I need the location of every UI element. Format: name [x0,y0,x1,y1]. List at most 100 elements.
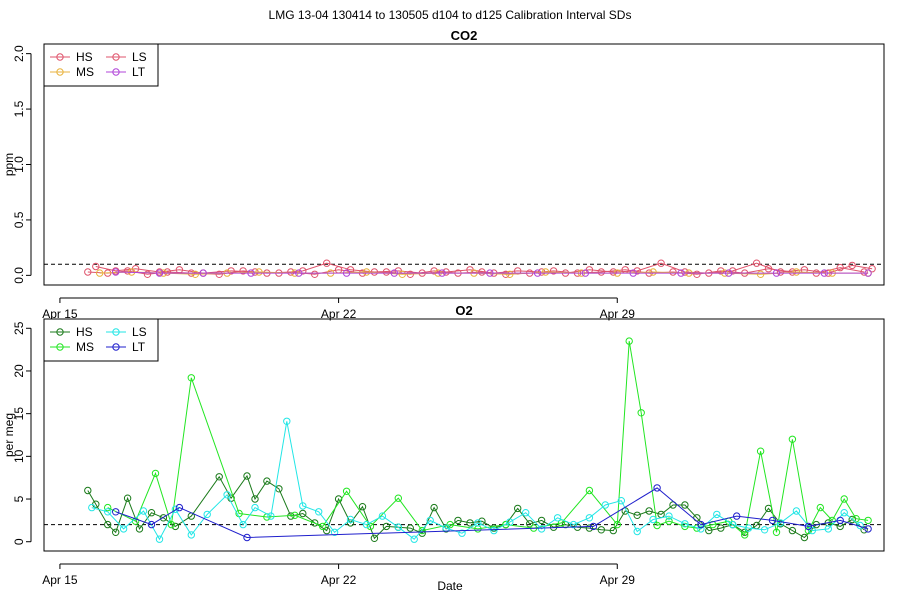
data-point [283,417,291,425]
data-point [267,512,275,520]
data-point [681,520,689,528]
data-point [398,270,406,278]
data-point [135,525,144,533]
data-point [800,533,809,542]
series-line [107,341,869,536]
data-point [733,512,741,520]
x-tick-label: Apr 29 [600,573,636,587]
data-point [633,511,641,519]
legend-label: MS [76,340,94,354]
data-point [243,472,251,480]
data-point [175,503,184,512]
legend-label: LS [132,325,147,339]
data-point [864,516,872,525]
data-point [609,526,617,535]
data-point [860,526,868,534]
data-point [362,520,371,529]
data-point [263,477,271,485]
data-point [362,268,371,276]
data-point [92,262,100,271]
data-point [768,516,777,525]
data-point [772,528,781,536]
y-tick-label: 1.0 [12,156,26,173]
data-point [112,528,120,536]
y-tick-label: 5 [12,495,26,502]
data-point [522,509,530,517]
data-point [824,525,832,533]
data-point [163,268,172,276]
x-tick-label: Apr 15 [42,573,78,587]
legend-swatch-point [56,53,64,61]
data-point [251,495,259,503]
y-tick-label: 25 [12,321,26,335]
legend-label: LS [132,50,147,64]
data-point [394,523,402,531]
data-point [323,259,331,267]
data-point [88,503,96,512]
data-point [84,268,92,276]
data-point [139,507,148,515]
data-point [645,507,653,515]
data-point [549,267,558,275]
data-point [171,522,180,531]
data-point [155,535,164,543]
data-point [346,515,355,524]
data-point [514,504,522,513]
x-axis-label: Date [437,579,463,593]
data-point [342,487,351,495]
data-point [752,259,761,267]
data-point [215,270,223,278]
data-point [760,526,769,534]
data-point [426,516,434,525]
data-point [756,270,765,278]
data-point [458,529,466,537]
series-line [115,487,869,539]
data-point [295,269,303,277]
data-point [143,270,152,278]
legend-label: LT [132,340,146,354]
data-point [215,473,223,481]
y-tick-label: 20 [12,364,26,378]
data-point [104,520,112,529]
series-line [95,262,873,274]
data-point [717,267,725,275]
data-point [502,520,510,529]
data-point [227,267,235,275]
data-point [741,531,749,539]
data-point [486,269,494,277]
data-point [430,503,438,512]
data-point [729,267,737,275]
data-point [836,263,844,272]
series-ms [104,337,872,539]
data-point [299,509,307,518]
data-point [864,269,872,277]
data-point [191,270,200,278]
panel-title: O2 [455,303,472,318]
x-tick-label: Apr 22 [321,573,357,587]
data-point [315,508,323,516]
data-point [537,516,546,525]
data-point [713,510,721,519]
data-point [203,510,211,519]
legend-swatch-point [56,343,64,351]
data-point [848,515,856,524]
legend-label: LT [132,65,146,79]
data-point [836,516,844,525]
data-point [438,269,446,277]
data-point [744,524,753,532]
data-point [291,511,299,519]
data-point [541,268,550,276]
data-point [788,435,797,443]
data-point [537,525,546,533]
data-point [677,269,685,277]
data-point [123,267,132,275]
data-point [597,268,605,276]
data-point [151,469,160,478]
y-tick-label: 2.0 [12,45,26,62]
data-point [804,526,813,535]
data-point [430,267,438,275]
data-point [553,514,562,522]
data-point [119,525,128,533]
data-point [792,507,801,515]
